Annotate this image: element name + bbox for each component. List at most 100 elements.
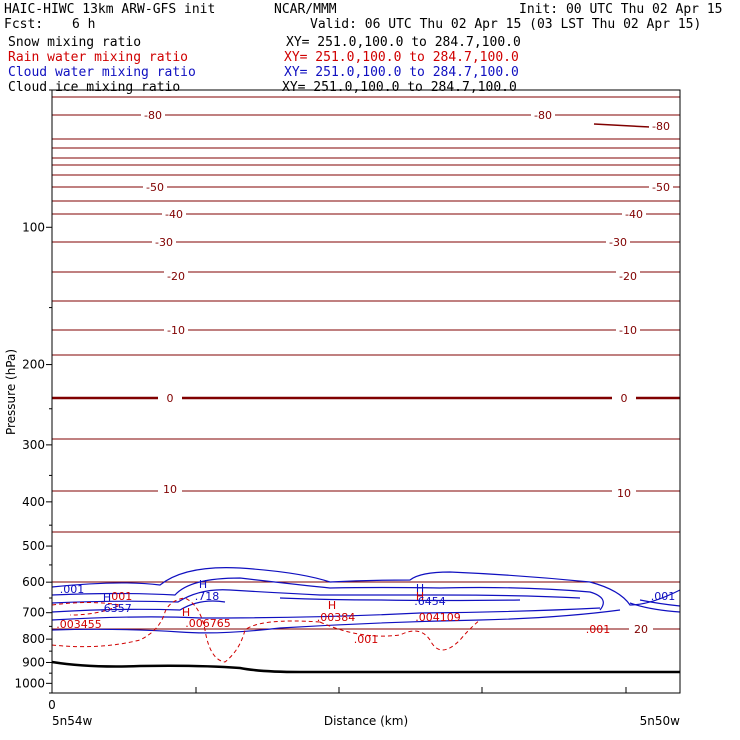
field-name-cloud-water: Cloud water mixing ratio xyxy=(8,65,196,80)
y-tick-label: 400 xyxy=(22,495,45,509)
y-tick-label: 300 xyxy=(22,438,45,452)
x-axis-title: Distance (km) xyxy=(324,714,408,728)
x-end-label-right: 5n50w xyxy=(640,714,681,728)
rain-label: .00384 xyxy=(317,611,356,624)
cloud-water-label: .001 xyxy=(651,590,676,603)
temperature-label-bg xyxy=(649,181,673,193)
field-name-rain: Rain water mixing ratio xyxy=(8,50,189,65)
temperature-label-bg xyxy=(164,324,188,336)
cloud-water-label: H xyxy=(416,582,424,595)
field-xy-snow: XY= 251.0,100.0 to 284.7,100.0 xyxy=(286,35,521,50)
rain-label: .004109 xyxy=(415,611,461,624)
rain-contours xyxy=(51,597,481,663)
y-tick-label: 200 xyxy=(22,358,45,372)
temperature-label: -50 xyxy=(146,181,164,194)
temperature-label: -80 xyxy=(652,120,670,133)
cloud-water-contour xyxy=(51,607,601,621)
temperature-label: -20 xyxy=(167,270,185,283)
model-title: HAIC-HIWC 13km ARW-GFS init xyxy=(4,2,216,17)
field-xy-cloud-ice: XY= 251.0,100.0 to 284.7,100.0 xyxy=(282,80,517,95)
cloud-water-contour xyxy=(279,597,521,602)
temperature-label: -80 xyxy=(534,109,552,122)
temperature-contour xyxy=(593,123,651,128)
field-name-cloud-ice: Cloud ice mixing ratio xyxy=(8,80,181,95)
cloud-water-contour xyxy=(51,609,621,634)
rain-label: .003455 xyxy=(56,618,102,631)
cloud-water-contours xyxy=(51,567,681,634)
plot-frame xyxy=(51,89,681,694)
plot-border xyxy=(51,89,681,694)
fcst-label: Fcst: xyxy=(4,17,44,32)
cloud-water-label: H xyxy=(199,578,207,591)
temperature-label-bg xyxy=(616,270,640,282)
y-axis-title: Pressure (hPa) xyxy=(4,349,18,435)
center-label: NCAR/MMM xyxy=(274,2,337,17)
cloud-water-label: .718 xyxy=(195,590,220,603)
cloud-water-label: H xyxy=(103,591,111,604)
y-tick-label: 700 xyxy=(22,606,45,620)
rain-label: .001 xyxy=(586,623,611,636)
field-name-snow: Snow mixing ratio xyxy=(8,35,142,50)
cloud-water-contour xyxy=(51,567,681,606)
cloud-water-label: .6454 xyxy=(414,595,446,608)
temperature-label: 10 xyxy=(617,487,631,500)
rain-contour xyxy=(319,619,481,651)
temperature-contours xyxy=(52,96,680,630)
field-xy-rain: XY= 251.0,100.0 to 284.7,100.0 xyxy=(284,50,519,65)
temperature-label: -40 xyxy=(165,208,183,221)
terrain-line xyxy=(51,660,680,674)
cloud-water-contour xyxy=(51,577,604,611)
terrain-line xyxy=(51,660,680,674)
temperature-label-bg xyxy=(158,483,182,495)
rain-label: H xyxy=(182,606,190,619)
cloud-water-contour xyxy=(629,602,681,613)
temperature-label: -40 xyxy=(625,208,643,221)
rain-contour xyxy=(51,597,321,663)
temperature-label: -50 xyxy=(652,181,670,194)
temperature-label: -30 xyxy=(155,236,173,249)
x-tick-label: 0 xyxy=(48,698,56,712)
temperature-label-bg xyxy=(141,109,165,121)
rain-label: H xyxy=(416,590,424,603)
temperature-label: 0 xyxy=(167,392,174,405)
temperature-label-bg xyxy=(143,181,167,193)
cloud-water-contour xyxy=(51,600,226,613)
y-tick-label: 500 xyxy=(22,539,45,553)
temperature-label-bg xyxy=(649,120,673,132)
temperature-label-bg xyxy=(162,208,186,220)
temperature-label: -10 xyxy=(167,324,185,337)
contour-labels: -80 -80 -80 -50 -50 -40 -40 -30 -30 -20 -20 -10 -10 0… xyxy=(56,109,675,646)
rain-label: .001 xyxy=(354,633,379,646)
temperature-label-bg xyxy=(152,236,176,248)
temperature-label-bg xyxy=(612,392,636,404)
rain-label: .001 xyxy=(108,590,133,603)
fcst-value: 6 h xyxy=(72,17,96,32)
temperature-label: 20 xyxy=(634,623,648,636)
temperature-label: -10 xyxy=(619,324,637,337)
rain-label: H xyxy=(328,599,336,612)
temperature-label: -80 xyxy=(144,109,162,122)
field-xy-cloud-water: XY= 251.0,100.0 to 284.7,100.0 xyxy=(284,65,519,80)
temperature-label-bg xyxy=(629,623,653,635)
temperature-label-bg xyxy=(616,324,640,336)
cloud-water-contour xyxy=(639,599,681,607)
rain-label: .006765 xyxy=(185,617,231,630)
cloud-water-label: .6357 xyxy=(100,602,132,615)
temperature-label: -20 xyxy=(619,270,637,283)
temperature-label-bg xyxy=(158,392,182,404)
valid-time: Valid: 06 UTC Thu 02 Apr 15 (03 LST Thu … xyxy=(310,17,702,32)
y-tick-label: 1000 xyxy=(14,676,45,690)
cloud-water-label: .001 xyxy=(60,583,85,596)
x-end-label-left: 5n54w xyxy=(52,714,93,728)
y-tick-label: 600 xyxy=(22,575,45,589)
cloud-water-contour xyxy=(51,589,581,604)
y-tick-label: 100 xyxy=(22,220,45,234)
temperature-label-bg xyxy=(606,236,630,248)
init-time: Init: 00 UTC Thu 02 Apr 15 xyxy=(519,2,723,17)
rain-contour xyxy=(51,602,122,616)
temperature-label-bg xyxy=(612,487,636,499)
temperature-label-bg xyxy=(531,109,555,121)
temperature-label: 0 xyxy=(621,392,628,405)
